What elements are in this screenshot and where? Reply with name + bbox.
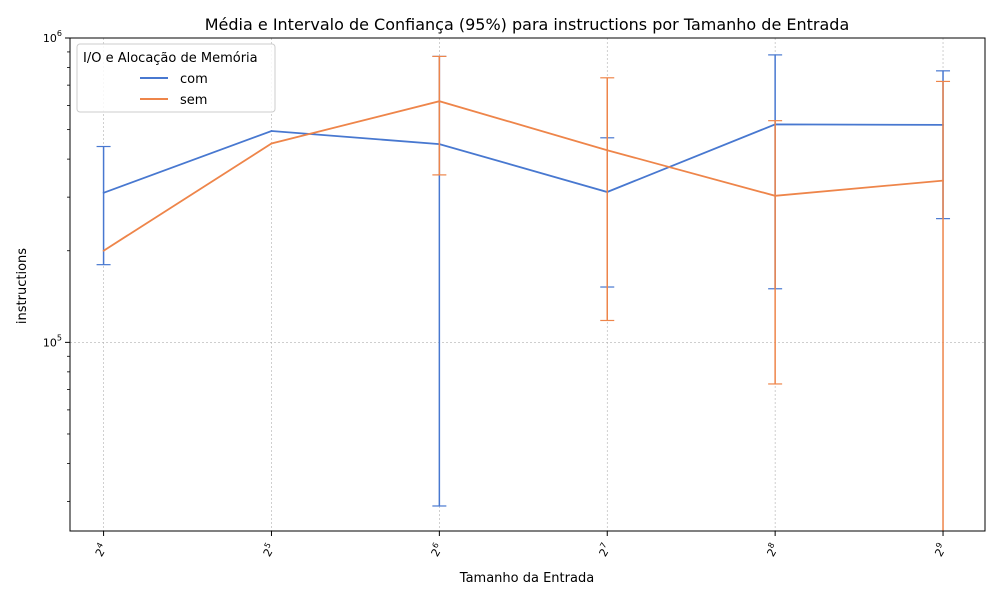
legend-label-com: com bbox=[180, 72, 208, 87]
data-point-sem bbox=[606, 149, 609, 152]
data-point-com bbox=[102, 191, 105, 194]
legend: I/O e Alocação de Memória com sem bbox=[76, 43, 276, 113]
data-point-com bbox=[270, 130, 273, 132]
y-tick-label-base: 10 bbox=[43, 32, 57, 45]
legend-box bbox=[76, 43, 276, 113]
line-com bbox=[103, 123, 944, 194]
x-axis-label: Tamanho da Entrada bbox=[459, 571, 594, 586]
data-point-sem bbox=[774, 194, 777, 197]
data-point-sem bbox=[942, 179, 944, 182]
y-axis-label: instructions bbox=[15, 248, 30, 324]
x-tick-label-exponent: 8 bbox=[766, 541, 776, 550]
plot-frame bbox=[69, 37, 986, 532]
x-tick-label-exponent: 9 bbox=[934, 541, 944, 550]
legend-label-sem: sem bbox=[180, 93, 207, 108]
data-point-sem bbox=[438, 100, 441, 103]
x-tick-label-exponent: 7 bbox=[598, 541, 608, 550]
x-tick-label-exponent: 6 bbox=[430, 541, 440, 550]
y-tick-label-exponent: 6 bbox=[57, 29, 62, 38]
x-tick-label-exponent: 5 bbox=[263, 541, 273, 550]
series-sem bbox=[102, 55, 951, 531]
y-tick-label-exponent: 5 bbox=[57, 333, 62, 342]
data-point-sem bbox=[102, 249, 105, 252]
y-tick-label: 106 bbox=[43, 29, 62, 45]
x-tick-label-exponent: 4 bbox=[95, 541, 105, 550]
y-tick-label: 105 bbox=[43, 333, 62, 349]
legend-title: I/O e Alocação de Memória bbox=[83, 51, 258, 66]
y-tick-label-base: 10 bbox=[43, 336, 57, 349]
plot-series bbox=[96, 54, 951, 531]
line-sem bbox=[103, 100, 944, 252]
data-point-sem bbox=[270, 142, 273, 145]
chart-title: Média e Intervalo de Confiança (95%) par… bbox=[205, 15, 850, 34]
